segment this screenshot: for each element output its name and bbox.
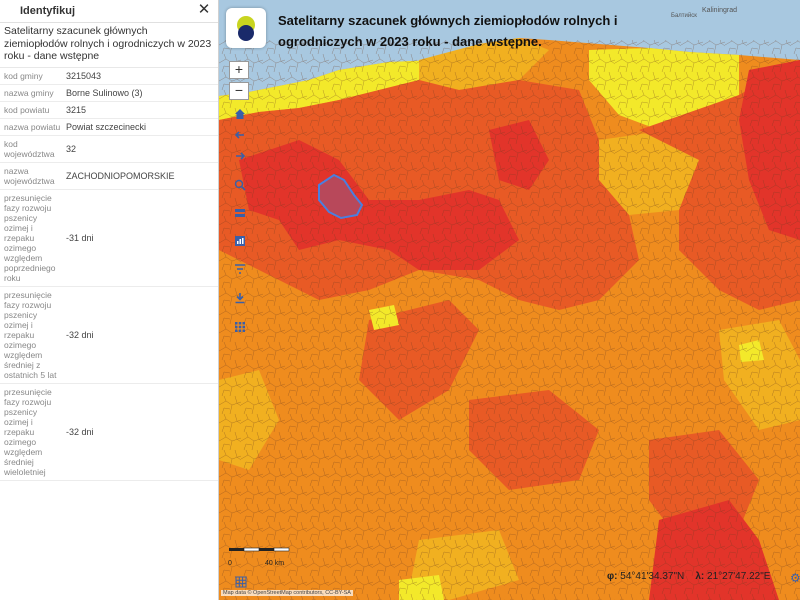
attribute-key: przesunięcie fazy rozwoju pszenicy ozime… [4,289,57,380]
lat-label: φ: [607,571,618,582]
attribute-row: przesunięcie fazy rozwoju pszenicy ozime… [0,287,218,384]
attribute-key: kod gminy [4,70,43,81]
grid-icon[interactable] [232,319,248,335]
municipality-borders [219,40,800,600]
scale-bar: 0 40 km [228,541,290,569]
attribute-row: nazwa województwa ZACHODNIOPOMORSKIE [0,163,218,190]
attribute-value: 32 [66,143,77,154]
attribute-key: nazwa gminy [4,87,54,98]
attribute-value: -31 dni [66,232,94,243]
lat-value: 54°41'34.37"N [620,571,685,582]
attribute-key: kod powiatu [4,104,50,115]
attribute-row: kod gminy 3215043 [0,68,218,85]
attribute-value: -32 dni [66,329,94,340]
layers-icon[interactable] [232,205,248,221]
scale-label-km: 40 km [265,560,285,567]
panel-header: Identyfikuj ✕ [0,0,218,23]
zoom-out-button[interactable]: − [229,82,249,100]
attribute-key: przesunięcie fazy rozwoju pszenicy ozime… [4,192,56,283]
filter-icon[interactable] [232,261,248,277]
coordinate-readout: φ: 54°41'34.37"N λ: 21°27'47.22"E [607,571,770,582]
sea-area [219,0,800,96]
lon-label: λ: [695,571,705,582]
attribute-key: nazwa powiatu [4,121,61,132]
attribute-value: Powiat szczecinecki [66,121,147,132]
attribute-key: nazwa województwa [4,165,55,186]
back-icon[interactable] [232,127,248,143]
lon-value: 21°27'47.22"E [707,571,771,582]
city-label-kaliningrad: Kaliningrad [702,7,738,14]
selected-municipality[interactable] [318,173,364,220]
attribute-row: przesunięcie fazy rozwoju pszenicy ozime… [0,190,218,287]
layer-name: Satelitarny szacunek głównych ziemiopłod… [0,23,218,68]
forward-icon[interactable] [232,148,248,164]
map-attribution: Map data © OpenStreetMap contributors, C… [221,590,353,596]
panel-title: Identyfikuj [20,5,76,17]
identify-panel: Identyfikuj ✕ Satelitarny szacunek główn… [0,0,219,600]
attribute-row: kod powiatu 3215 [0,102,218,119]
zoom-in-button[interactable]: + [229,61,249,79]
attribute-table: kod gminy 3215043 nazwa gminy Borne Sulinow… [0,68,218,481]
attribute-value: 3215 [66,104,87,115]
chart-icon[interactable] [232,233,248,249]
attribute-value: 3215043 [66,70,102,81]
choropleth-map[interactable] [219,0,800,600]
grid-bottom-icon[interactable] [233,574,249,590]
logo [226,8,266,48]
attribute-key: kod województwa [4,138,55,159]
download-icon[interactable] [232,290,248,306]
city-label-baltiysk: Балтийск [671,13,697,19]
map-canvas[interactable]: Kaliningrad Балтийск [219,0,800,600]
attribute-row: nazwa powiatu Powiat szczecinecki [0,119,218,136]
attribute-value: Borne Sulinowo (3) [66,87,143,98]
attribute-value: -32 dni [66,426,94,437]
map-title: Satelitarny szacunek głównych ziemiopłod… [278,13,618,49]
attribute-value: ZACHODNIOPOMORSKIE [66,170,175,181]
attribute-row: kod województwa 32 [0,136,218,163]
home-icon[interactable] [232,106,248,122]
scale-label-zero: 0 [228,560,232,567]
attribute-row: nazwa gminy Borne Sulinowo (3) [0,85,218,102]
attribute-key: przesunięcie fazy rozwoju pszenicy ozime… [4,386,52,477]
attribute-row: przesunięcie fazy rozwoju pszenicy ozime… [0,384,218,481]
close-icon[interactable]: ✕ [197,1,211,18]
settings-icon[interactable]: ⚙ [790,571,800,585]
search-icon[interactable] [232,177,248,193]
